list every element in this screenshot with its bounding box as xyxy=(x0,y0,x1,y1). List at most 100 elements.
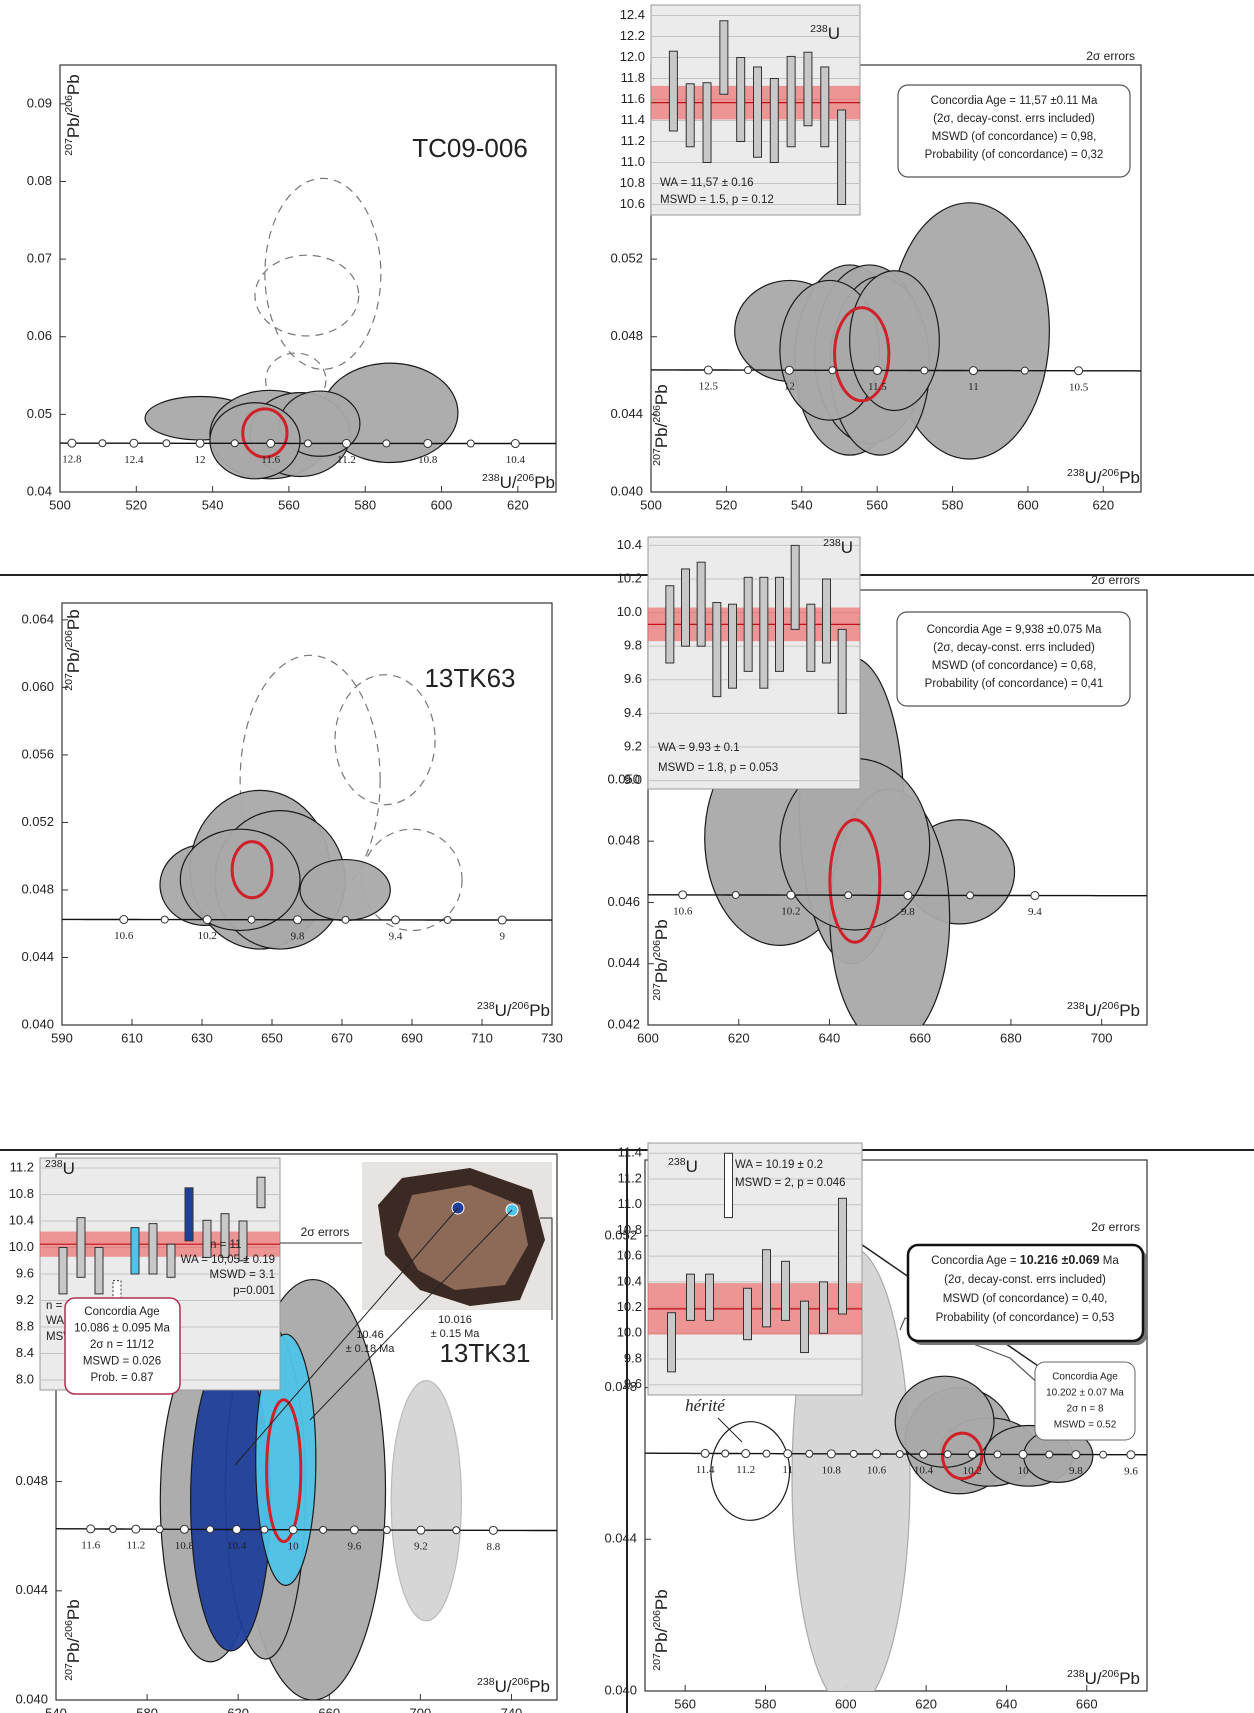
concordia-age-marker xyxy=(131,1524,141,1534)
inset-tick-label: 11.2 xyxy=(618,1170,642,1185)
concordia-marker xyxy=(1099,1450,1108,1459)
concordia-age-label: 10.2 xyxy=(198,930,217,942)
age-bar xyxy=(665,585,675,664)
axis-label: 238U/206Pb xyxy=(1067,1000,1140,1021)
concordia-age-label: 12.8 xyxy=(62,454,82,466)
photo-note: 10.016 xyxy=(438,1314,472,1326)
axis-label: 238U/206Pb xyxy=(477,1676,550,1697)
age-bar xyxy=(759,576,769,689)
age-bar xyxy=(705,1273,714,1321)
errors-note: 2σ errors xyxy=(1091,573,1140,587)
concordia-marker xyxy=(382,439,391,448)
age-bar xyxy=(822,578,831,664)
isotope-mass: 206 xyxy=(517,472,535,484)
y-tick-label: 0.048 xyxy=(607,833,640,848)
concordia-age-marker xyxy=(968,366,978,376)
age-bar xyxy=(806,603,816,672)
errors-note: 2σ errors xyxy=(1091,1220,1140,1234)
concordia-marker xyxy=(920,366,929,375)
x-tick-label: 620 xyxy=(1092,497,1114,512)
photo-note: 10.46 xyxy=(356,1329,384,1341)
concordia-box-line: Probability (of concordance) = 0,41 xyxy=(925,678,1104,690)
concordia-age-label: 10 xyxy=(1018,1465,1030,1477)
y-tick-label: 0.064 xyxy=(21,611,54,626)
y-tick-label: 0.042 xyxy=(607,1016,640,1031)
concordia-box-line: Probability (of concordance) = 0,53 xyxy=(936,1312,1115,1324)
y-tick-label: 0.048 xyxy=(610,328,643,343)
isotope-mass: 207 xyxy=(63,673,75,691)
photo-note: ± 0.18 Ma xyxy=(346,1343,396,1355)
concordia-age-label: 10.6 xyxy=(867,1465,887,1477)
concordia-age-marker xyxy=(391,915,401,925)
y-tick-label: 0.046 xyxy=(607,894,640,909)
concordia-age-label: 10.4 xyxy=(914,1465,934,1477)
concordia-age-label: 11.2 xyxy=(126,1540,145,1552)
inset-tick-label: 10.6 xyxy=(620,196,645,211)
concordia-marker xyxy=(943,1450,952,1459)
isotope-element: U/ xyxy=(1085,1001,1102,1020)
inset-tick-label: 9.2 xyxy=(16,1292,34,1307)
age-bar xyxy=(76,1217,86,1278)
isotope-element: U/ xyxy=(495,1677,512,1696)
inset-text: p=0.001 xyxy=(233,1285,275,1297)
error-ellipse xyxy=(265,1398,303,1544)
age-bar xyxy=(800,1300,809,1354)
concordia-age-label: 11.6 xyxy=(81,1539,100,1551)
concordia-marker xyxy=(162,439,171,448)
x-tick-label: 730 xyxy=(541,1030,563,1045)
inset-tick-label: 10.4 xyxy=(9,1212,34,1227)
concordia-age-label: 9.8 xyxy=(1069,1465,1083,1477)
inset-tick-label: 11.4 xyxy=(621,112,645,127)
inset-tick-label: 12.2 xyxy=(620,28,645,43)
error-ellipse xyxy=(299,858,391,921)
concordia-box-line: 10.202 ± 0.07 Ma xyxy=(1046,1388,1124,1399)
concordia-age-marker xyxy=(1030,891,1040,901)
inset-tick-label: 10.0 xyxy=(617,604,642,619)
isotope-element: U xyxy=(63,1159,75,1178)
isotope-mass: 238 xyxy=(45,1158,63,1170)
age-bar xyxy=(220,1213,230,1258)
concordia-age-marker xyxy=(202,915,212,925)
concordia-marker xyxy=(466,439,475,448)
age-bar xyxy=(130,1227,140,1275)
x-tick-label: 580 xyxy=(136,1705,158,1713)
panel: 0.040 0.044 0.048 0.052 500 520 540 560 580 600 62… xyxy=(610,4,1142,512)
age-bar xyxy=(753,66,762,158)
isotope-mass: 238 xyxy=(1067,1000,1085,1012)
axis-label: 238U/206Pb xyxy=(1067,467,1140,488)
concordia-age-marker xyxy=(919,1449,929,1459)
axis-label: 238U/206Pb xyxy=(1067,1668,1140,1689)
isotope-element: Pb/ xyxy=(652,957,671,983)
x-tick-label: 700 xyxy=(410,1705,432,1713)
x-tick-label: 620 xyxy=(728,1030,750,1045)
inset-area xyxy=(647,1142,863,1396)
age-bar xyxy=(148,1223,158,1275)
y-tick-label: 0.052 xyxy=(21,814,54,829)
concordia-curve xyxy=(651,369,1141,372)
concordia-age-label: 11.5 xyxy=(868,381,887,393)
inset-tick-label: 10.2 xyxy=(617,1299,642,1314)
concordia-age-marker xyxy=(288,1525,298,1535)
concordia-age-label: 11.4 xyxy=(696,1464,715,1476)
concordia-age-label: 12.5 xyxy=(699,381,719,393)
age-bar xyxy=(743,1287,752,1341)
error-ellipse xyxy=(241,407,289,459)
x-tick-label: 520 xyxy=(125,497,147,512)
concordia-age-marker xyxy=(703,365,713,375)
x-tick-label: 610 xyxy=(121,1030,143,1045)
inset-tick-label: 11.2 xyxy=(10,1159,34,1174)
concordia-marker xyxy=(805,1449,814,1458)
axis-label: 238U/206Pb xyxy=(477,1000,550,1021)
y-tick-label: 0.040 xyxy=(15,1691,48,1706)
isotope-element: Pb/ xyxy=(64,112,83,138)
isotope-element: Pb xyxy=(1119,1001,1140,1020)
concordia-age-label: 11 xyxy=(782,1464,793,1476)
concordia-age-label: 12 xyxy=(784,381,795,393)
isotope-element: Pb xyxy=(1119,1669,1140,1688)
error-ellipse xyxy=(264,177,382,370)
y-tick-label: 0.05 xyxy=(27,406,52,421)
isotope-element: U/ xyxy=(495,1001,512,1020)
concordia-age-marker xyxy=(129,438,139,448)
axis-label: 238U/206Pb xyxy=(482,472,555,493)
age-bar xyxy=(94,1246,104,1295)
